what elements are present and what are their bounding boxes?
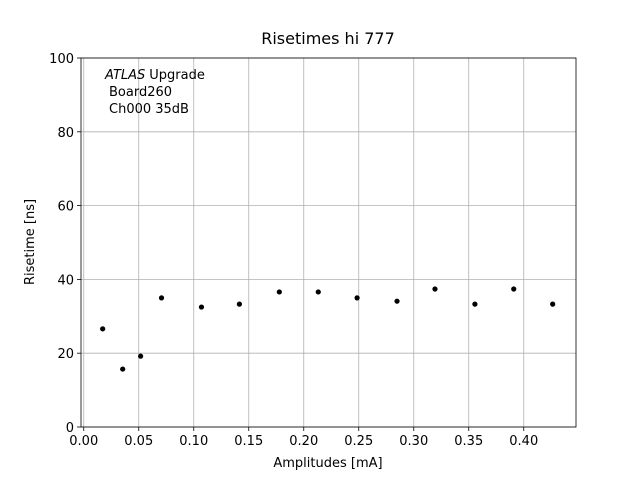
- y-tick-label: 0: [66, 421, 74, 436]
- chart-title: Risetimes hi 777: [261, 29, 395, 48]
- x-tick-label: 0.30: [399, 434, 428, 449]
- point: [276, 289, 282, 295]
- x-tick-label: 0.15: [234, 434, 263, 449]
- plot-frame: [80, 57, 577, 428]
- x-tick-label: 0.35: [454, 434, 483, 449]
- x-tick-label: 0.25: [344, 434, 373, 449]
- x-tick-label: 0.40: [509, 434, 538, 449]
- x-tick-label: 0.05: [124, 434, 153, 449]
- y-tick-label: 80: [57, 126, 74, 141]
- x-tick-label: 0.10: [179, 434, 208, 449]
- annotation-line: Ch000 35dB: [109, 102, 189, 117]
- x-axis-label: Amplitudes [mA]: [273, 456, 382, 471]
- point: [120, 366, 126, 372]
- annotation: ATLAS Upgrade Board260 Ch000 35dB: [104, 68, 205, 117]
- x-tick-label: 0.20: [289, 434, 318, 449]
- point: [394, 298, 400, 304]
- point: [236, 301, 242, 307]
- y-axis-label: Risetime [ns]: [23, 199, 38, 285]
- point: [158, 295, 165, 301]
- y-tick-label: 60: [57, 200, 74, 215]
- point: [354, 295, 360, 301]
- point: [315, 289, 321, 295]
- point: [100, 326, 106, 332]
- annotation-line: Upgrade: [149, 68, 205, 83]
- point: [138, 353, 144, 359]
- point: [198, 304, 205, 310]
- y-tick-label: 20: [57, 347, 74, 362]
- annotation-emphasis: ATLAS: [104, 68, 145, 83]
- x-tick-label: 0.00: [69, 434, 98, 449]
- point: [511, 286, 517, 292]
- y-tick-label: 100: [49, 52, 74, 67]
- point: [432, 286, 438, 292]
- point: [550, 301, 556, 307]
- y-tick-label: 40: [57, 273, 74, 288]
- point: [472, 301, 478, 307]
- annotation-line: Board260: [109, 85, 172, 100]
